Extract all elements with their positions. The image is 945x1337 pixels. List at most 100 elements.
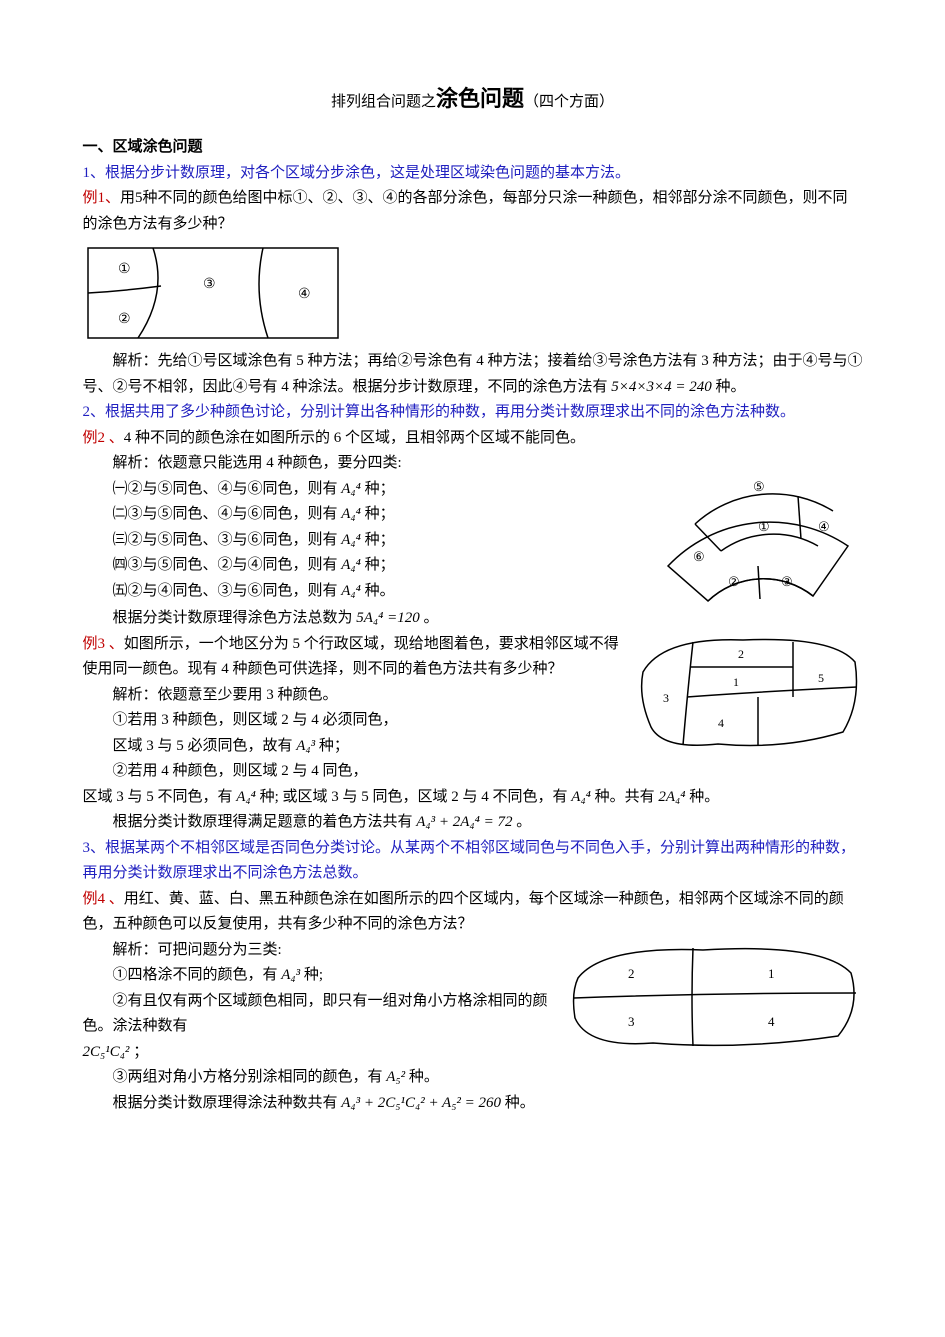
svg-text:5: 5 <box>818 671 824 685</box>
svg-text:③: ③ <box>781 574 793 589</box>
ex3-text: 例3 、如图所示，一个地区分为 5 个行政区域，现给地图着色，要求相邻区域不得使… <box>83 632 627 785</box>
ex2-sum: 根据分类计数原理得涂色方法总数为 <box>113 610 353 626</box>
doc-title: 排列组合问题之涂色问题（四个方面） <box>83 80 863 117</box>
ex3-block: 例3 、如图所示，一个地区分为 5 个行政区域，现给地图着色，要求相邻区域不得使… <box>83 632 863 785</box>
example-4: 例4 、用红、黄、蓝、白、黑五种颜色涂在如图所示的四个区域内，每个区域涂一种颜色… <box>83 887 863 938</box>
fig1-lbl4: ④ <box>298 287 311 302</box>
ex3-s2-f: A₄³ <box>296 738 315 754</box>
ex3-s1: ①若用 3 种颜色，则区域 2 与 4 必须同色， <box>83 708 627 734</box>
example-2: 例2 、4 种不同的颜色涂在如图所示的 6 个区域，且相邻两个区域不能同色。 <box>83 426 863 452</box>
ex2-c1-f: A₄⁴ <box>341 481 361 497</box>
ex4-s3: ③两组对角小方格分别涂相同的颜色，有 <box>113 1069 383 1085</box>
rule1-txt: 1、根据分步计数原理，对各个区域分步涂色，这是处理区域染色问题的基本方法。 <box>83 165 631 181</box>
ex3-label: 例3 、 <box>83 636 124 652</box>
svg-text:⑤: ⑤ <box>753 479 765 494</box>
ex3-s2: 区域 3 与 5 必须同色，故有 <box>113 738 293 754</box>
ex4-sum-line: 根据分类计数原理得涂法种数共有 A₄³ + 2C₅¹C₄² + A₅² = 26… <box>83 1091 863 1117</box>
ex2-sum-f: 5A₄⁴ =120 <box>356 610 419 626</box>
svg-text:1: 1 <box>733 675 739 689</box>
svg-text:⑥: ⑥ <box>693 549 705 564</box>
ex1-formula: 5×4×3×4 = 240 <box>611 379 712 395</box>
ex3-s2-line: 区域 3 与 5 必须同色，故有 A₄³ 种； <box>83 734 627 760</box>
ex2-c4: ㈣③与⑤同色、②与④同色，则有 <box>113 557 338 573</box>
ex3-sum-line: 根据分类计数原理得满足题意的着色方法共有 A₄³ + 2A₄⁴ = 72 。 <box>83 810 863 836</box>
ex3-sum-f: A₄³ + 2A₄⁴ = 72 <box>416 814 512 830</box>
rule-1: 1、根据分步计数原理，对各个区域分步涂色，这是处理区域染色问题的基本方法。 <box>83 161 863 187</box>
ex4-s2-f: 2C₅¹C₄² <box>83 1044 130 1060</box>
svg-text:4: 4 <box>718 716 724 730</box>
ex2-c2-f: A₄⁴ <box>341 506 361 522</box>
svg-text:②: ② <box>728 574 740 589</box>
ex1-sol2: 种。 <box>716 379 746 395</box>
ex2-c1-t: 种； <box>365 481 395 497</box>
svg-text:①: ① <box>758 519 770 534</box>
ex2-c1-line: ㈠②与⑤同色、④与⑥同色，则有 A₄⁴ 种； <box>83 477 647 503</box>
ex1-body: 用5种不同的颜色给图中标①、②、③、④的各部分涂色，每部分只涂一种颜色，相邻部分… <box>83 190 848 232</box>
figure-4: 2 1 3 4 <box>563 938 863 1053</box>
ex2-c2: ㈡③与⑤同色、④与⑥同色，则有 <box>113 506 338 522</box>
ex3-s3: ②若用 4 种颜色，则区域 2 与 4 同色， <box>83 759 627 785</box>
ex3-s2b: 种； <box>319 738 349 754</box>
ex4-sum-tail: 种。 <box>505 1095 535 1111</box>
ex4-s2b: ； <box>133 1044 148 1060</box>
example-1: 例1、用5种不同的颜色给图中标①、②、③、④的各部分涂色，每部分只涂一种颜色，相… <box>83 186 863 237</box>
ex2-sum-tail: 。 <box>423 610 438 626</box>
ex4-text: 解析：可把问题分为三类: ①四格涂不同的颜色，有 A₄³ 种; ②有且仅有两个区… <box>83 938 557 1066</box>
ex2-c2-line: ㈡③与⑤同色、④与⑥同色，则有 A₄⁴ 种； <box>83 502 647 528</box>
ex2-sum-line: 根据分类计数原理得涂色方法总数为 5A₄⁴ =120 。 <box>83 606 863 632</box>
figure-1: ① ② ③ ④ <box>83 243 863 343</box>
ex2-c4-f: A₄⁴ <box>341 557 361 573</box>
figure-3: 2 1 5 3 4 <box>633 632 863 752</box>
ex3-body: 如图所示，一个地区分为 5 个行政区域，现给地图着色，要求相邻区域不得使用同一颜… <box>83 636 619 678</box>
ex2-c3-f: A₄⁴ <box>341 532 361 548</box>
page: 排列组合问题之涂色问题（四个方面） 一、区域涂色问题 1、根据分步计数原理，对各… <box>83 80 863 1116</box>
ex4-s1-line: ①四格涂不同的颜色，有 A₄³ 种; <box>83 963 557 989</box>
example-3: 例3 、如图所示，一个地区分为 5 个行政区域，现给地图着色，要求相邻区域不得使… <box>83 632 627 683</box>
ex4-s3b: 种。 <box>409 1069 439 1085</box>
title-suffix: （四个方面） <box>524 94 614 110</box>
ex3-s4b: 种; 或区域 3 与 5 同色，区域 2 与 4 不同色，有 <box>260 789 568 805</box>
ex2-c4-line: ㈣③与⑤同色、②与④同色，则有 A₄⁴ 种； <box>83 553 647 579</box>
ex2-c5: ㈤②与④同色、③与⑥同色，则有 <box>113 583 338 599</box>
ex4-s1-f: A₄³ <box>281 967 300 983</box>
ex3-sum-tail: 。 <box>516 814 531 830</box>
ex2-s0: 解析：依题意只能选用 4 种颜色，要分四类: <box>83 451 647 477</box>
ex1-solution: 解析：先给①号区域涂色有 5 种方法；再给②号涂色有 4 种方法；接着给③号涂色… <box>83 349 863 400</box>
ex4-s3-line: ③两组对角小方格分别涂相同的颜色，有 A₅² 种。 <box>83 1065 863 1091</box>
rule2-txt: 2、根据共用了多少种颜色讨论，分别计算出各种情形的种数，再用分类计数原理求出不同… <box>83 404 796 420</box>
ex4-sum-f: A₄³ + 2C₅¹C₄² + A₅² = 260 <box>341 1095 501 1111</box>
ex2-c1: ㈠②与⑤同色、④与⑥同色，则有 <box>113 481 338 497</box>
ex4-block: 解析：可把问题分为三类: ①四格涂不同的颜色，有 A₄³ 种; ②有且仅有两个区… <box>83 938 863 1066</box>
ex3-s4d: 种。 <box>689 789 719 805</box>
title-main: 涂色问题 <box>436 86 524 111</box>
ex4-label: 例4 、 <box>83 891 124 907</box>
svg-text:2: 2 <box>738 647 744 661</box>
ex2-c5-line: ㈤②与④同色、③与⑥同色，则有 A₄⁴ 种。 <box>83 579 647 605</box>
svg-text:4: 4 <box>768 1014 775 1029</box>
ex4-s1: ①四格涂不同的颜色，有 <box>113 967 278 983</box>
fig4-svg: 2 1 3 4 <box>563 938 863 1053</box>
rule3-txt: 3、根据某两个不相邻区域是否同色分类讨论。从某两个不相邻区域同色与不同色入手，分… <box>83 840 856 882</box>
ex2-body: 4 种不同的颜色涂在如图所示的 6 个区域，且相邻两个区域不能同色。 <box>124 430 585 446</box>
ex4-s3-f: A₅² <box>386 1069 405 1085</box>
ex3-s4f1: A₄⁴ <box>236 789 256 805</box>
ex2-text: 解析：依题意只能选用 4 种颜色，要分四类: ㈠②与⑤同色、④与⑥同色，则有 A… <box>83 451 647 604</box>
fig3-svg: 2 1 5 3 4 <box>633 632 863 752</box>
ex2-c3-t: 种； <box>365 532 395 548</box>
svg-text:1: 1 <box>768 966 775 981</box>
ex2-block: 解析：依题意只能选用 4 种颜色，要分四类: ㈠②与⑤同色、④与⑥同色，则有 A… <box>83 451 863 606</box>
fig1-lbl1: ① <box>118 262 131 277</box>
ex3-s0: 解析：依题意至少要用 3 种颜色。 <box>83 683 627 709</box>
ex2-c4-t: 种； <box>365 557 395 573</box>
rule-3: 3、根据某两个不相邻区域是否同色分类讨论。从某两个不相邻区域同色与不同色入手，分… <box>83 836 863 887</box>
fig1-lbl2: ② <box>118 312 131 327</box>
svg-text:3: 3 <box>663 691 669 705</box>
section-heading: 一、区域涂色问题 <box>83 135 863 161</box>
fig1-svg: ① ② ③ ④ <box>83 243 343 343</box>
ex3-s4a: 区域 3 与 5 不同色，有 <box>83 789 233 805</box>
ex2-label: 例2 、 <box>83 430 124 446</box>
ex2-c5-t: 种。 <box>365 583 395 599</box>
ex2-c5-f: A₄⁴ <box>341 583 361 599</box>
ex1-label: 例1、 <box>83 190 121 206</box>
ex4-s1b: 种; <box>304 967 323 983</box>
